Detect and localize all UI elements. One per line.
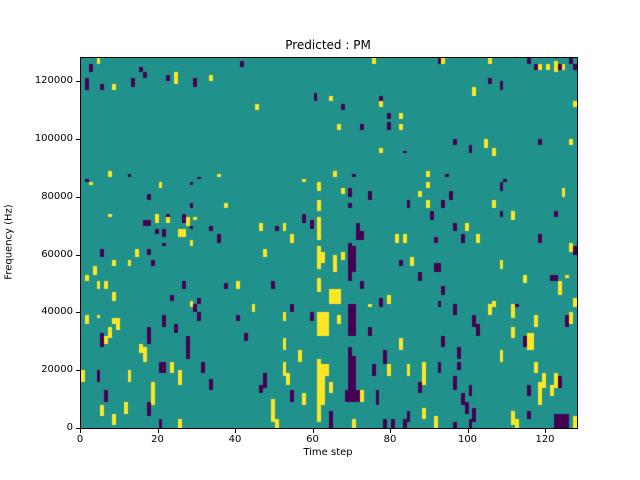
y-tick-mark xyxy=(76,196,80,198)
x-tick-mark xyxy=(80,429,81,433)
y-tick-label: 0 xyxy=(66,422,73,433)
y-tick-label: 60000 xyxy=(41,248,73,260)
y-tick-mark xyxy=(76,370,80,372)
x-tick-mark xyxy=(545,429,546,433)
x-tick-label: 120 xyxy=(535,434,555,445)
y-tick-mark xyxy=(76,312,80,314)
x-tick-label: 0 xyxy=(76,434,84,445)
x-tick-mark xyxy=(157,429,159,433)
x-tick-label: 40 xyxy=(228,434,242,445)
y-tick-mark xyxy=(76,254,80,256)
x-axis-label: Time step xyxy=(303,447,353,458)
plot-title: Predicted : PM xyxy=(285,38,371,52)
y-tick-mark xyxy=(76,138,80,140)
y-tick-label: 120000 xyxy=(34,75,73,87)
plot-area xyxy=(80,57,578,429)
x-tick-label: 100 xyxy=(457,434,478,445)
y-tick-mark xyxy=(76,428,80,429)
x-tick-mark xyxy=(390,429,391,433)
y-tick-label: 100000 xyxy=(34,132,73,144)
x-tick-label: 60 xyxy=(306,434,319,445)
x-tick-label: 80 xyxy=(383,434,397,445)
x-tick-label: 20 xyxy=(151,434,164,445)
x-tick-mark xyxy=(312,429,314,433)
x-tick-mark xyxy=(467,429,469,433)
y-tick-label: 20000 xyxy=(41,364,73,376)
y-tick-label: 40000 xyxy=(41,306,73,318)
y-tick-mark xyxy=(76,81,80,83)
y-axis-label: Frequency (Hz) xyxy=(3,204,15,280)
x-tick-mark xyxy=(235,429,236,433)
y-tick-label: 80000 xyxy=(41,190,73,202)
heatmap-canvas xyxy=(81,58,577,428)
